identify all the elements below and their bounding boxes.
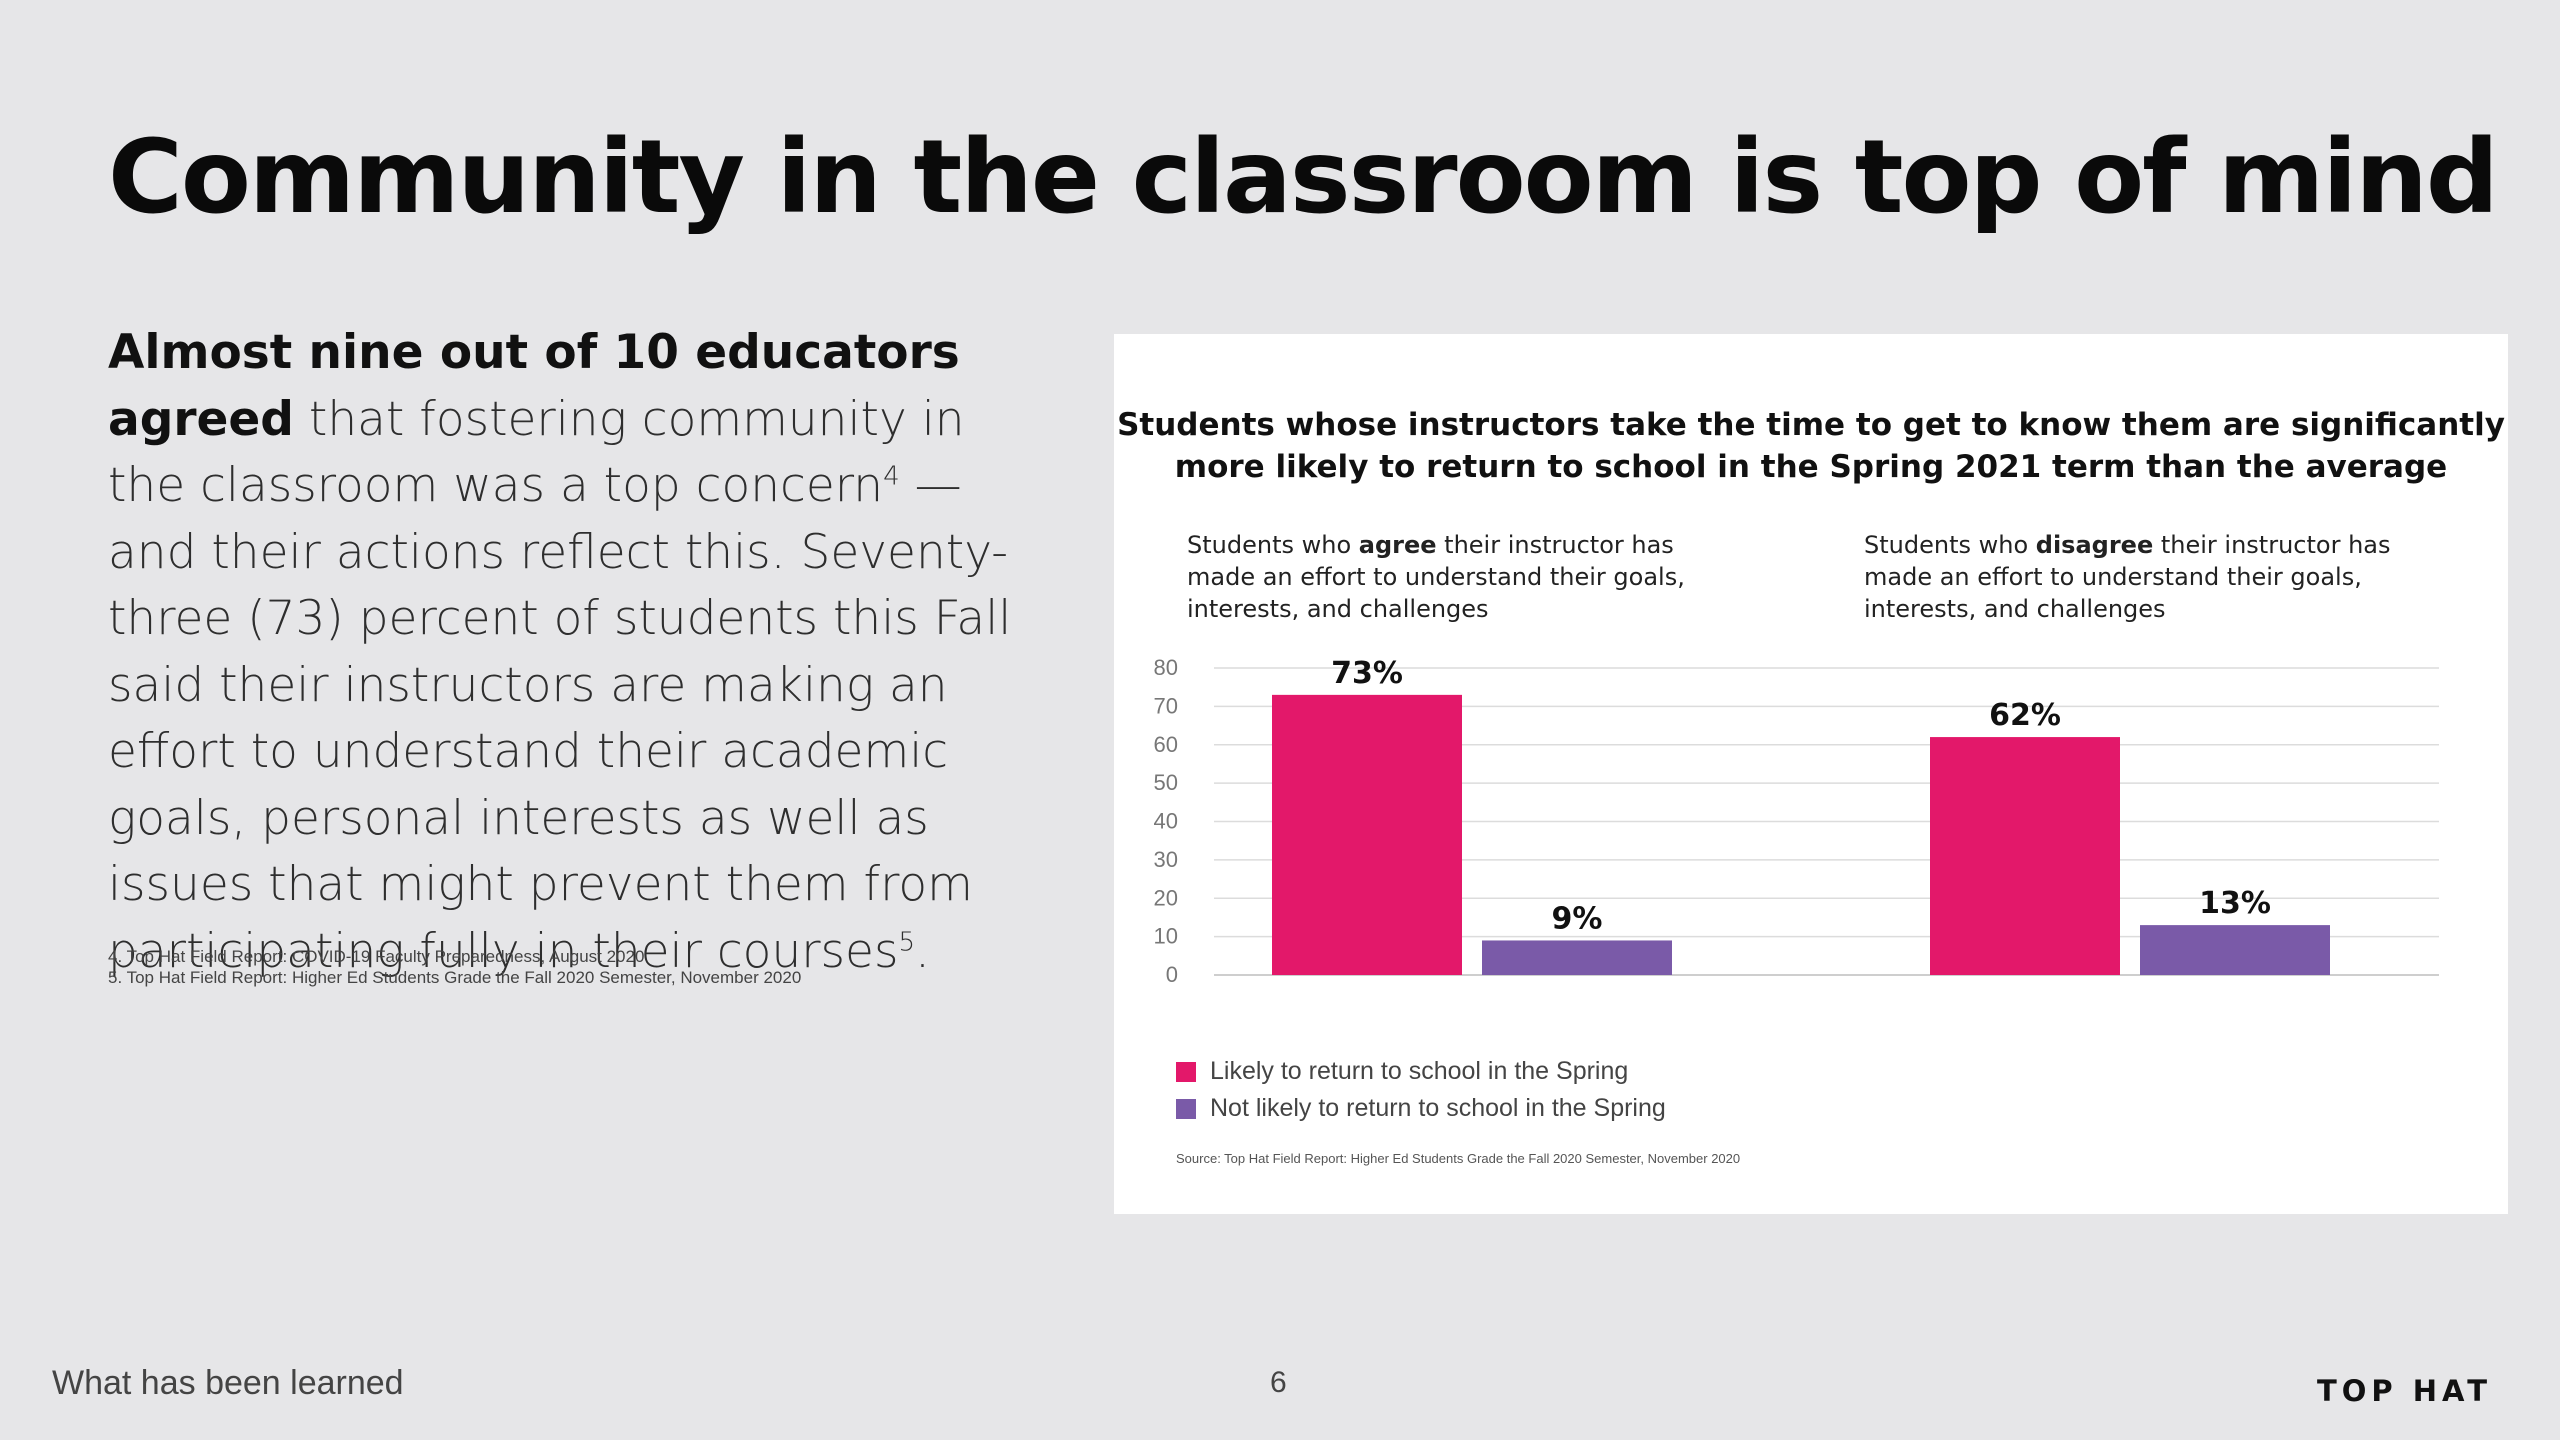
group-label-disagree-post: their instructor has made an effort to u… (1864, 531, 2391, 623)
y-tick-label-80: 80 (1154, 655, 1178, 680)
footnotes: 4. Top Hat Field Report: COVID-19 Facult… (108, 946, 801, 988)
chart-legend: Likely to return to school in the Spring… (1176, 1053, 1666, 1127)
bar-chart: 0 10 20 30 40 50 60 70 80 73% 9% 62% 13% (1154, 655, 2439, 987)
body-lead: Almost nine out of 10 educators agreed (108, 325, 960, 447)
y-tick-label-20: 20 (1154, 885, 1178, 910)
legend-swatch-likely (1176, 1061, 1196, 1082)
chart-source: Source: Top Hat Field Report: Higher Ed … (1176, 1151, 1741, 1166)
bar-group1-series2 (1482, 940, 1672, 975)
y-tick-label-60: 60 (1154, 732, 1178, 757)
y-tick-label-40: 40 (1154, 809, 1178, 834)
chart-title: Students whose instructors take the time… (1117, 407, 2505, 485)
top-hat-logo: TOP HAT (2317, 1374, 2493, 1408)
bar-group1-series1 (1272, 694, 1462, 975)
y-tick-label-50: 50 (1154, 770, 1178, 795)
footnote-4: 4. Top Hat Field Report: COVID-19 Facult… (108, 947, 645, 966)
y-tick-label-70: 70 (1154, 693, 1178, 718)
group-label-agree-pre: Students who (1187, 531, 1359, 559)
data-label-group2-series2: 13% (2199, 886, 2271, 921)
group-label-disagree-bold: disagree (2035, 531, 2154, 559)
group-label-disagree-pre: Students who (1864, 531, 2036, 559)
group-label-agree-post: their instructor has made an effort to u… (1187, 531, 1685, 623)
legend-item-not-likely: Not likely to return to school in the Sp… (1176, 1090, 1666, 1127)
page-title: Community in the classroom is top of min… (108, 118, 2499, 237)
body-text-1: that fostering community in the classroo… (108, 391, 965, 514)
data-label-group1-series1: 73% (1331, 656, 1403, 691)
footnote-ref-5: 5 (898, 926, 915, 957)
group-label-disagree: Students who disagree their instructor h… (1864, 529, 2424, 625)
body-text-2: — and their actions reflect this. Sevent… (108, 458, 1012, 979)
body-text-3: . (915, 923, 930, 979)
footnote-5: 5. Top Hat Field Report: Higher Ed Stude… (108, 968, 802, 987)
bar-group2-series2 (2140, 925, 2330, 975)
body-paragraph: Almost nine out of 10 educators agreed t… (108, 320, 1038, 985)
legend-label-not-likely: Not likely to return to school in the Sp… (1210, 1094, 1666, 1122)
bar-group2-series1 (1930, 737, 2120, 975)
y-tick-label-30: 30 (1154, 847, 1178, 872)
data-label-group1-series2: 9% (1552, 901, 1603, 936)
chart-card: Students whose instructors take the time… (1114, 334, 2508, 1214)
footer-section: What has been learned (52, 1364, 404, 1402)
legend-item-likely: Likely to return to school in the Spring (1176, 1053, 1666, 1090)
legend-label-likely: Likely to return to school in the Spring (1210, 1057, 1629, 1085)
group-label-agree-bold: agree (1358, 531, 1437, 559)
legend-swatch-not-likely (1176, 1098, 1196, 1119)
data-label-group2-series1: 62% (1989, 698, 2061, 733)
footnote-ref-4: 4 (883, 461, 900, 492)
group-label-agree: Students who agree their instructor has … (1187, 529, 1747, 625)
y-tick-label-0: 0 (1166, 962, 1178, 987)
y-tick-label-10: 10 (1154, 924, 1178, 949)
page-number: 6 (1270, 1366, 1287, 1399)
